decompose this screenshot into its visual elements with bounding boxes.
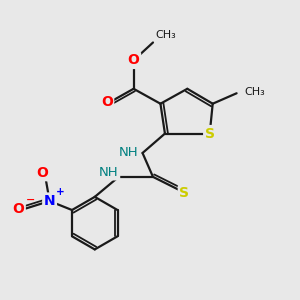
Text: NH: NH <box>118 146 138 160</box>
Text: CH₃: CH₃ <box>155 30 176 40</box>
Text: S: S <box>205 127 215 141</box>
Text: O: O <box>101 95 112 109</box>
Text: +: + <box>56 187 64 197</box>
Text: NH: NH <box>99 166 118 179</box>
Text: −: − <box>26 195 35 205</box>
Text: O: O <box>36 166 48 180</box>
Text: O: O <box>12 202 24 215</box>
Text: S: S <box>179 186 189 200</box>
Text: O: O <box>128 53 140 68</box>
Text: CH₃: CH₃ <box>244 87 265 97</box>
Text: N: N <box>44 194 56 208</box>
